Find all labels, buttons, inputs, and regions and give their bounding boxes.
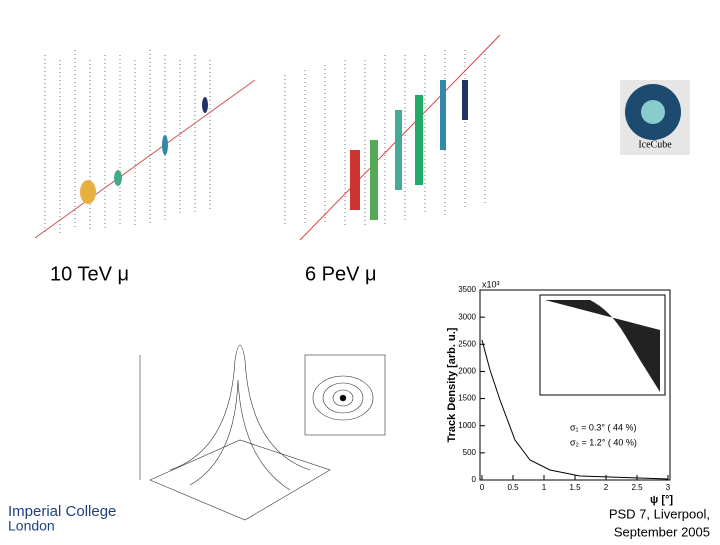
institution-name: London	[8, 518, 55, 534]
x-tick-label: 1	[542, 483, 547, 492]
y-tick-label: 2500	[458, 339, 476, 348]
sigma-label: σ₂ = 1.2° ( 40 %)	[570, 437, 637, 447]
y-axis-label: Track Density [arb. u.]	[446, 327, 458, 442]
y-multiplier: x10³	[482, 279, 500, 289]
x-tick-label: 2	[604, 483, 609, 492]
y-tick-label: 3500	[458, 285, 476, 294]
y-tick-label: 1000	[458, 421, 476, 430]
x-tick-label: 2.5	[631, 483, 643, 492]
sigma-label: σ₁ = 0.3° ( 44 %)	[570, 422, 636, 432]
institution-name: Imperial College	[8, 503, 116, 520]
contour-plot	[304, 354, 386, 436]
y-tick-label: 1500	[458, 394, 476, 403]
icecube-logo: IceCube	[620, 80, 690, 155]
icecube-text: IceCube	[638, 139, 672, 150]
y-tick-label: 0	[472, 475, 477, 484]
inset-curve	[545, 300, 660, 392]
y-tick-label: 3000	[458, 312, 476, 321]
track-density-plot: Track Density [arb. u.] ψ [°] x10³ σ₁ = …	[446, 279, 673, 506]
event-display-right	[284, 34, 501, 241]
y-tick-label: 500	[463, 448, 477, 457]
y-tick-label: 2000	[458, 367, 476, 376]
footer-text: PSD 7, Liverpool,	[609, 506, 710, 521]
x-tick-label: 3	[666, 483, 671, 492]
x-tick-label: 1.5	[569, 483, 581, 492]
event-label: 6 PeV μ	[305, 263, 377, 285]
event-display-left	[34, 50, 256, 239]
footer-text: September 2005	[614, 524, 710, 539]
x-tick-label: 0.5	[507, 483, 519, 492]
x-tick-label: 0	[480, 483, 485, 492]
event-label: 10 TeV μ	[50, 263, 129, 285]
surface-plot	[139, 344, 331, 521]
x-axis-label: ψ [°]	[650, 494, 673, 506]
